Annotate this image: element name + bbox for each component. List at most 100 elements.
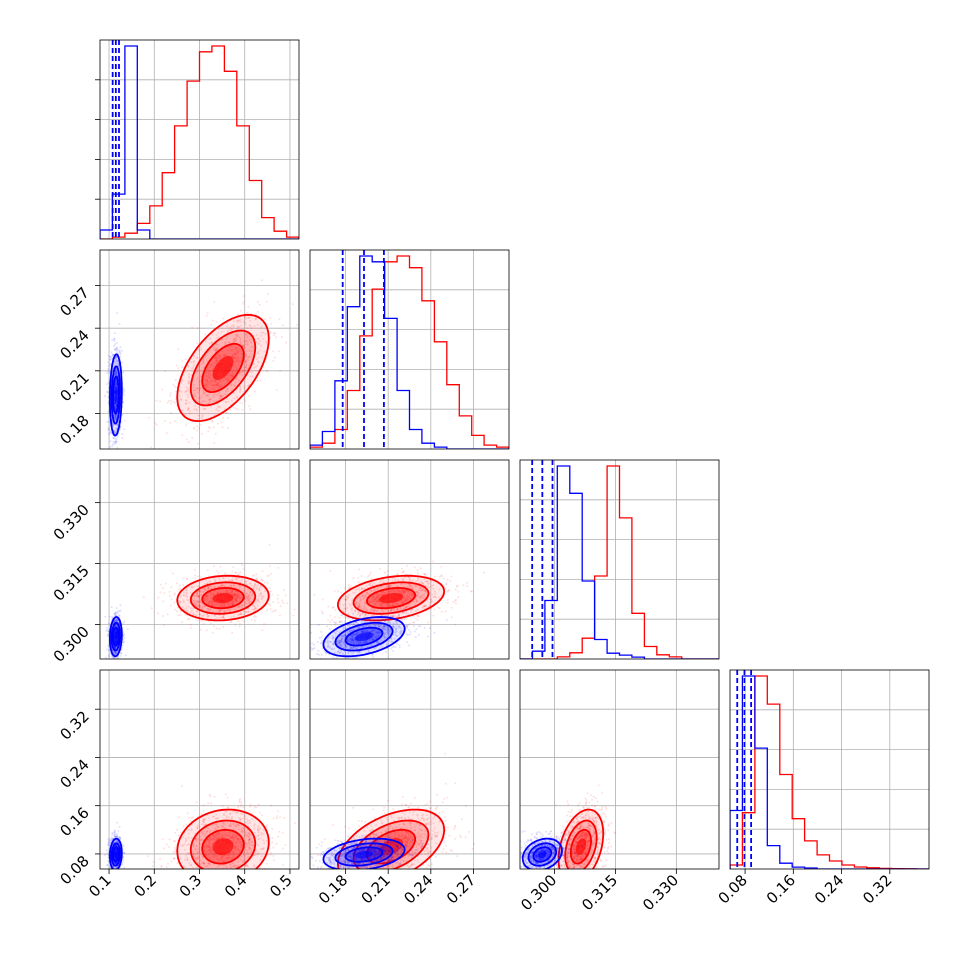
scatter-point [366,609,368,612]
scatter-point [269,608,272,611]
scatter-point [239,571,242,574]
scatter-point [116,423,119,426]
scatter-point [214,361,217,364]
scatter-point [197,595,200,598]
scatter-point [231,600,234,603]
scatter-point [115,414,118,417]
scatter-point [199,423,202,426]
scatter-point [245,354,248,357]
scatter-point [359,598,362,601]
scatter-point [235,359,238,362]
scatter-point [196,417,199,420]
scatter-point [219,603,222,606]
scatter-point [255,616,257,618]
scatter-point [361,592,364,595]
scatter-point [260,592,263,595]
scatter-point [207,371,210,374]
scatter-point [234,598,237,601]
scatter-point [237,319,240,322]
scatter-point [403,599,406,602]
scatter-point [185,592,188,595]
scatter-point [238,577,241,580]
scatter-point [203,384,206,387]
scatter-point [230,620,233,622]
scatter-point [245,358,248,361]
scatter-point [257,337,260,340]
scatter-point [211,319,214,322]
scatter-point [470,590,472,593]
scatter-point [253,366,256,369]
scatter-point [119,352,122,355]
scatter-point [209,405,212,408]
scatter-point [438,575,441,578]
scatter-point [407,576,410,579]
scatter-point [416,594,419,597]
scatter-point [202,362,205,365]
scatter-point [408,579,411,582]
scatter-point [237,613,240,616]
scatter-point [212,451,214,453]
scatter-point [217,381,220,384]
scatter-point [181,409,184,412]
scatter-point [364,613,367,616]
scatter-point [200,591,203,593]
scatter-point [204,333,207,336]
scatter-point [241,373,244,376]
scatter-point [405,605,408,608]
scatter-point [376,596,379,599]
scatter-point [217,383,220,385]
scatter-point [123,389,126,392]
scatter-point [155,399,158,402]
scatter-point [244,322,247,325]
scatter-point [198,365,201,368]
scatter-point [340,665,342,667]
scatter-point [262,595,265,598]
scatter-point [222,576,225,579]
scatter-point [241,370,244,373]
scatter-point [406,605,409,608]
scatter-point [192,613,194,616]
scatter-point [208,376,211,379]
scatter-point [215,359,218,362]
scatter-point [257,352,260,355]
scatter-point [210,420,213,422]
scatter-point [305,640,307,642]
scatter-point [243,369,246,372]
scatter-point [343,620,346,623]
scatter-point [410,594,413,597]
scatter-point [395,589,398,591]
scatter-point [231,349,234,352]
scatter-point [114,646,117,649]
scatter-point [351,608,354,611]
scatter-point [246,340,249,343]
scatter-point [200,395,203,398]
scatter-point [402,591,405,594]
scatter-point [334,616,336,619]
scatter-point [115,381,117,384]
scatter-point [221,616,224,619]
scatter-point [411,587,414,590]
scatter-point [283,588,285,591]
scatter-point [427,585,430,588]
scatter-point [225,337,228,340]
scatter-point [168,590,171,593]
scatter-point [364,607,367,610]
scatter-point [197,605,200,608]
scatter-point [437,596,440,599]
scatter-point [201,619,204,622]
scatter-point [250,327,253,330]
scatter-point [236,396,239,399]
scatter-point [416,579,419,582]
scatter-point [354,602,357,605]
scatter-point [114,415,117,418]
scatter-point [373,587,376,590]
scatter-point [228,602,231,605]
scatter-point [187,605,190,608]
scatter-point [207,602,210,605]
scatter-point [180,621,183,624]
scatter-point [277,601,280,604]
scatter-point [403,601,406,604]
scatter-point [405,600,408,602]
scatter-point [231,355,234,358]
scatter-point [261,579,264,582]
